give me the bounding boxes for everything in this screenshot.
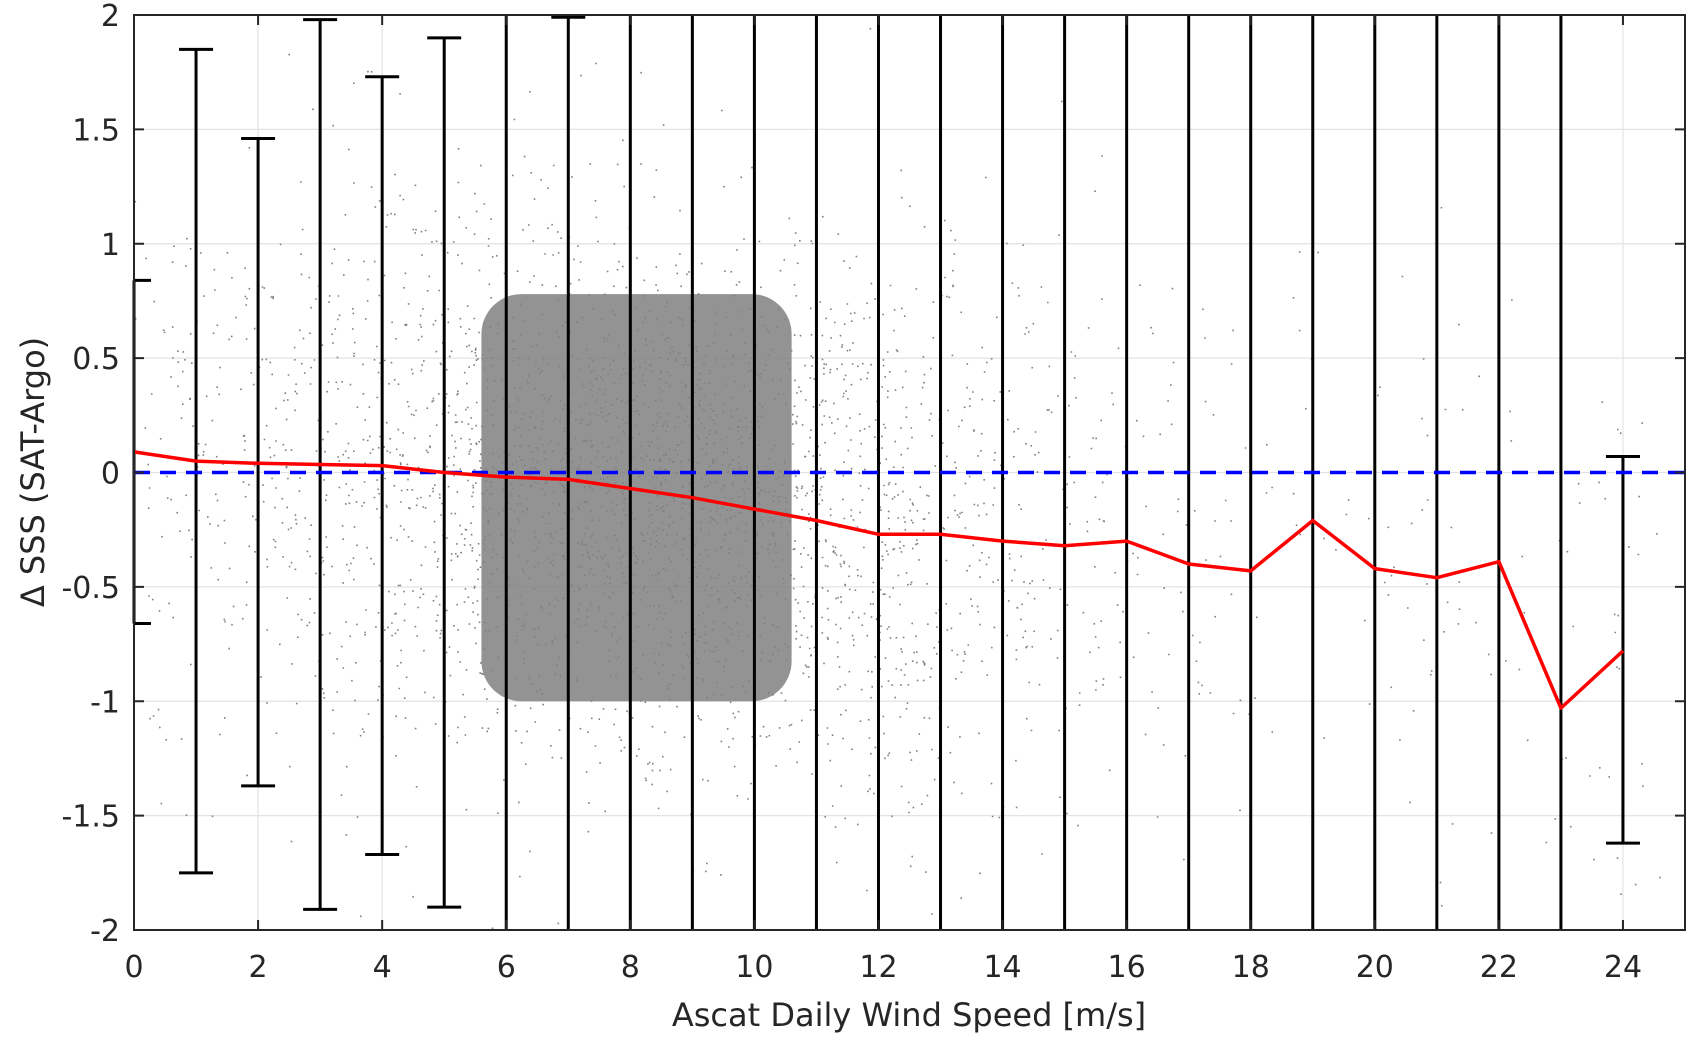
- x-tick-label: 2: [249, 950, 268, 985]
- x-tick-label: 22: [1480, 950, 1518, 985]
- x-tick-label: 8: [621, 950, 640, 985]
- y-tick-label: -2: [90, 914, 120, 949]
- x-tick-label: 10: [735, 950, 773, 985]
- y-tick-label: -1.5: [61, 800, 120, 835]
- y-axis-ticks: 2 1.5 1 0.5 0 -0.5 -1 -1.5 -2: [61, 0, 1685, 949]
- mean-line: [133, 450, 1625, 710]
- x-tick-label: 20: [1356, 950, 1394, 985]
- x-tick-label: 0: [124, 950, 143, 985]
- y-tick-label: 2: [101, 0, 120, 34]
- x-tick-label: 12: [859, 950, 897, 985]
- y-tick-label: -0.5: [61, 571, 120, 606]
- y-tick-label: 0: [101, 457, 120, 492]
- x-tick-label: 4: [373, 950, 392, 985]
- y-tick-label: 1.5: [72, 113, 120, 148]
- x-axis-label: Ascat Daily Wind Speed [m/s]: [672, 996, 1146, 1034]
- x-tick-label: 24: [1604, 950, 1642, 985]
- y-tick-label: -1: [90, 685, 120, 720]
- scatter-points: [134, 27, 1661, 930]
- x-tick-label: 6: [497, 950, 516, 985]
- y-tick-label: 1: [101, 228, 120, 263]
- y-axis-label: Δ SSS (SAT-Argo): [14, 337, 52, 607]
- x-tick-label: 16: [1108, 950, 1146, 985]
- x-tick-label: 18: [1232, 950, 1270, 985]
- x-tick-label: 14: [983, 950, 1021, 985]
- scatter-core: [481, 294, 792, 702]
- y-tick-label: 0.5: [72, 342, 120, 377]
- x-axis-ticks: 0 2 4 6 8 10 12 14 16 18 20 22 24: [124, 15, 1642, 985]
